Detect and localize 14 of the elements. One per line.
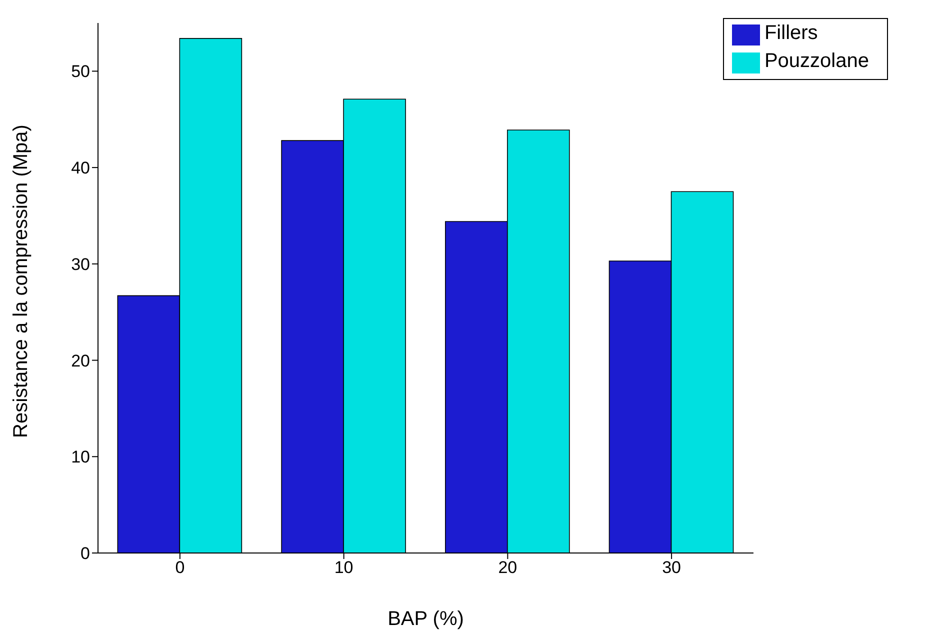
y-tick-label: 50: [71, 62, 90, 82]
x-tick-label: 10: [334, 558, 354, 578]
y-tick-label: 20: [71, 351, 90, 370]
legend-label: Fillers: [764, 22, 818, 44]
legend-label: Pouzzolane: [764, 50, 869, 72]
x-tick-label: 30: [662, 558, 681, 578]
y-tick-label: 0: [80, 544, 90, 564]
y-tick-label: 30: [71, 254, 90, 274]
x-axis-title: BAP (%): [388, 608, 464, 630]
y-axis-title: Resistance a la compression (Mpa): [10, 124, 32, 438]
x-tick-label: 20: [498, 558, 518, 578]
x-tick-label: 0: [175, 558, 185, 578]
y-tick-label: 40: [71, 158, 90, 178]
y-tick-label: 10: [71, 448, 90, 467]
